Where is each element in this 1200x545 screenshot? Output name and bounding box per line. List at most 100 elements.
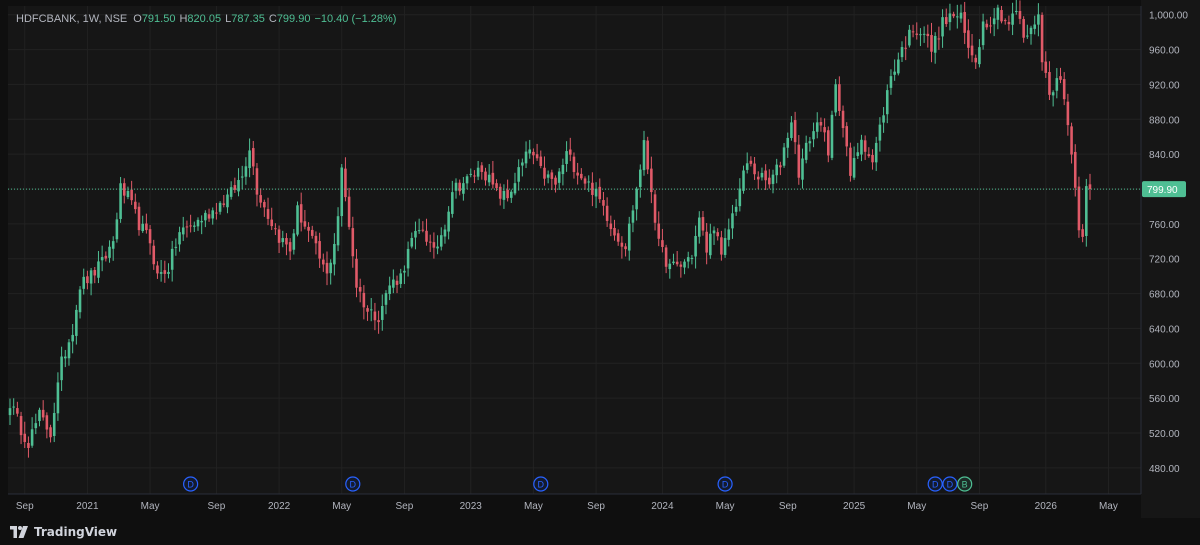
candle-body [244, 166, 248, 177]
y-axis-tick-label: 880.00 [1149, 115, 1180, 126]
candle-body [959, 12, 963, 19]
candle-body [292, 233, 296, 250]
candle-body [248, 150, 251, 169]
candle-body [229, 187, 233, 197]
candle-body [535, 154, 539, 159]
candle-body [417, 230, 421, 232]
candle-body [1018, 10, 1022, 19]
candle-body [469, 173, 473, 175]
candle-body [285, 238, 288, 245]
x-tick-label: Sep [971, 501, 989, 512]
candle-body [185, 226, 189, 228]
candle-body [237, 180, 240, 192]
dividend-event-marker[interactable] [942, 476, 958, 492]
candle-body [517, 167, 520, 182]
candle-body [1037, 14, 1040, 25]
candle-body [34, 423, 38, 429]
candle-body [598, 186, 602, 200]
candle-body [557, 171, 561, 183]
candle-body [1011, 13, 1014, 25]
candle-body [288, 242, 292, 252]
candle-body [956, 16, 959, 18]
candle-body [82, 276, 86, 289]
x-tick-label: May [907, 501, 926, 512]
candle-body [775, 164, 778, 176]
candle-body [720, 237, 723, 255]
candle-body [89, 270, 93, 284]
candle-body [310, 229, 314, 236]
candle-body [476, 167, 480, 177]
candle-body [889, 76, 893, 88]
candle-body [340, 167, 344, 217]
candle-body [679, 264, 683, 267]
candle-body [583, 178, 587, 184]
candle-body [336, 216, 340, 246]
candle-body [697, 217, 701, 237]
candle-body [458, 182, 461, 192]
candle-body [299, 204, 303, 223]
candle-body [19, 416, 23, 436]
candle-body [948, 13, 952, 23]
candle-body [1022, 19, 1025, 38]
candle-body [871, 154, 874, 163]
dividend-event-marker[interactable] [717, 476, 733, 492]
plot-background [8, 6, 1141, 494]
candle-body [263, 201, 266, 208]
candle-body [963, 12, 966, 33]
candle-body [148, 229, 152, 244]
x-tick-label: 2021 [76, 501, 99, 512]
candle-body [226, 194, 229, 208]
candle-body [672, 261, 675, 264]
candle-body [734, 206, 738, 212]
low-value-group: L787.35 [225, 13, 265, 25]
candle-body [38, 409, 41, 422]
candle-body [657, 223, 661, 239]
candle-body [156, 265, 159, 274]
candle-body [786, 137, 790, 148]
candle-body [849, 147, 852, 176]
dividend-event-marker[interactable] [345, 476, 361, 492]
candle-body [1081, 229, 1084, 237]
candle-body [196, 219, 200, 227]
candle-body [71, 334, 74, 342]
candle-body [159, 272, 163, 274]
candle-body [211, 210, 215, 219]
candle-body [255, 168, 259, 195]
candle-body [1026, 35, 1029, 37]
dividend-event-marker[interactable] [927, 476, 943, 492]
tradingview-brand[interactable]: TradingView [10, 525, 117, 539]
candle-body [274, 228, 277, 230]
x-tick-label: Sep [587, 501, 605, 512]
candle-body [653, 194, 657, 223]
candle-body [834, 84, 837, 113]
candle-body [145, 223, 148, 231]
x-tick-label: Sep [396, 501, 414, 512]
candle-body [377, 320, 380, 323]
candle-body [524, 151, 528, 164]
candle-body [362, 292, 366, 308]
dividend-event-marker[interactable] [533, 476, 549, 492]
bonus-event-marker[interactable] [957, 476, 973, 492]
candle-body [572, 156, 576, 172]
dividend-event-marker[interactable] [183, 476, 199, 492]
candle-body [200, 221, 203, 223]
candle-body [753, 163, 756, 175]
candle-body [451, 192, 454, 214]
candle-body [885, 90, 889, 115]
close-value-group: C799.90 [269, 13, 311, 25]
candle-body [1077, 186, 1081, 231]
candle-body [52, 413, 56, 436]
candle-body [111, 241, 115, 249]
candle-body [723, 238, 727, 255]
x-tick-label: Sep [779, 501, 797, 512]
candle-body [100, 256, 104, 261]
candle-body [539, 156, 543, 166]
candle-body [594, 188, 598, 197]
footer-bar: TradingView [0, 518, 1200, 545]
candle-body [45, 415, 49, 430]
price-axis[interactable] [1141, 0, 1200, 518]
candle-body [56, 382, 60, 414]
candle-body [358, 287, 362, 292]
